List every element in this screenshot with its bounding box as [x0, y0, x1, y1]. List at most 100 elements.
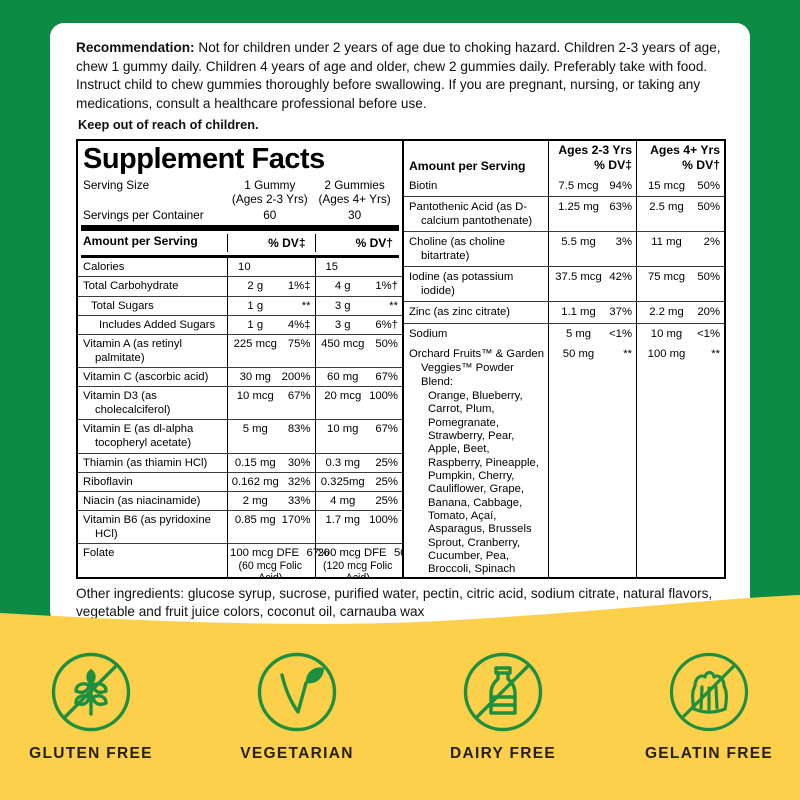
amount-cell: 10 mg	[327, 423, 359, 436]
dv-cell: 4%‡	[287, 318, 311, 331]
nutrient-name: Total Sugars	[91, 299, 154, 312]
dv2-header: % DV†	[355, 236, 393, 251]
dv-cell: 33%	[287, 494, 311, 507]
amount-cell: 10 mcg	[236, 390, 274, 403]
ages-2-3-label: Ages 2-3 Yrs	[558, 143, 632, 158]
dv-cell: 25%	[375, 494, 398, 507]
dv-cell: 32%	[287, 475, 311, 488]
table-row-thiamin: Thiamin (as thiamin HCl) 0.15 mg 30% 0.3 …	[78, 452, 402, 472]
dv-cell: 200%	[281, 371, 311, 384]
dv-cell: 1%‡	[287, 280, 311, 293]
dv-cell: 100%	[369, 390, 398, 403]
amount-cell: 2 g	[247, 280, 264, 293]
nutrient-name: Vitamin E (as dl-alpha tocopheryl acetat…	[83, 423, 194, 450]
amount-cell: 0.162 mg	[231, 475, 279, 488]
badge-label: VEGETARIAN	[240, 745, 354, 762]
ages-4plus-label: Ages 4+ Yrs	[650, 143, 720, 158]
amount-cell: 450 mcg	[321, 337, 365, 350]
badge-gluten-free: GLUTEN FREE	[16, 650, 166, 763]
dv1-header: % DV‡	[268, 236, 306, 251]
table-row-added-sugars: Includes Added Sugars 1 g 4%‡ 3 g 6%†	[78, 314, 402, 334]
table-row-vitamin-a: Vitamin A (as retinyl palmitate) 225 mcg…	[78, 333, 402, 368]
table-row-choline: Choline (as choline bitartrate) 5.5 mg 3%…	[404, 230, 724, 267]
dv2-header: % DV†	[682, 158, 720, 173]
dv-cell: <1%	[609, 327, 632, 340]
dv-cell: 25%	[375, 475, 398, 488]
dv-cell: 75%	[287, 337, 311, 350]
amount-cell: 37.5 mcg	[555, 271, 602, 284]
amount-cell: 100 mcg DFE	[230, 547, 300, 560]
blend-ingredient-list: Orange, Blueberry, Carrot, Plum, Pomegra…	[428, 389, 539, 576]
nutrient-name: Orchard Fruits™ & Garden Veggies™ Powder…	[404, 344, 548, 578]
recommendation-body: Not for children under 2 years of age du…	[76, 40, 721, 111]
badge-vegetarian: VEGETARIAN	[222, 650, 372, 763]
amount-cell: 11 mg	[651, 235, 682, 248]
table-row-biotin: Biotin 7.5 mcg 94% 15 mcg 50%	[404, 175, 724, 196]
nutrient-name: Includes Added Sugars	[99, 318, 216, 331]
amount-subtext: (60 mcg Folic Acid)	[238, 560, 303, 580]
amount-cell: 100 mg	[647, 347, 686, 360]
badge-dairy-free: DAIRY FREE	[428, 650, 578, 763]
amount-per-serving-header: Amount per Serving	[409, 158, 526, 173]
amount-cell: 0.325mg	[320, 475, 365, 488]
badge-label: GLUTEN FREE	[29, 745, 153, 762]
amount-cell: 5 mg	[242, 423, 268, 436]
dv-cell: 42%	[609, 271, 632, 284]
facts-table-right: Amount per Serving Ages 2-3 Yrs % DV‡ Ag…	[404, 139, 726, 580]
blend-title: Orchard Fruits™ & Garden Veggies™ Powder…	[409, 347, 544, 388]
milk-bottle-slash-icon	[463, 652, 543, 732]
amount-subtext: (120 mcg Folic Acid)	[322, 560, 393, 580]
dv-cell: 67%	[375, 371, 398, 384]
amount-cell: 7.5 mcg	[558, 179, 599, 192]
table-row-powder-blend: Orchard Fruits™ & Garden Veggies™ Powder…	[404, 343, 724, 578]
table-row-calories: Calories 10 15	[78, 258, 402, 277]
dv-cell: 50%	[697, 179, 720, 192]
facts-table-left: Supplement Facts Serving Size 1 Gummy (A…	[76, 139, 404, 580]
amount-cell: 225 mcg	[233, 337, 277, 350]
dv-cell: 63%	[609, 200, 632, 213]
servings-count-1: 60	[263, 208, 277, 223]
other-ingredients: Other ingredients: glucose syrup, sucros…	[76, 586, 713, 620]
dv-cell: 100%	[369, 513, 398, 526]
servings-count-2: 30	[348, 208, 362, 223]
amount-cell: 30 mg	[239, 371, 271, 384]
nutrient-name: Vitamin B6 (as pyridoxine HCl)	[83, 513, 211, 541]
serving-col1: 1 Gummy (Ages 2-3 Yrs)	[227, 176, 312, 206]
amount-cell: 75 mcg	[647, 271, 686, 284]
nutrient-name: Iodine (as potassium iodide)	[409, 271, 514, 298]
leaf-check-icon	[257, 652, 337, 732]
amount-cell: 2.2 mg	[649, 306, 684, 319]
nutrient-name: Zinc (as zinc citrate)	[409, 306, 511, 319]
badge-label: GELATIN FREE	[644, 745, 774, 762]
right-header-row: Amount per Serving Ages 2-3 Yrs % DV‡ Ag…	[404, 141, 724, 176]
serving-info: Serving Size 1 Gummy (Ages 2-3 Yrs) 2 Gu…	[78, 176, 402, 225]
ages-2-3-header: Ages 2-3 Yrs % DV‡	[548, 141, 636, 176]
badge-row: GLUTEN FREE VEGETARIAN DAIRY FREE	[0, 650, 800, 763]
nutrient-name: Vitamin C (ascorbic acid)	[83, 371, 209, 384]
amount-per-serving-header: Amount per Serving	[83, 234, 198, 249]
dv-cell: 20%	[697, 306, 720, 319]
nutrient-name: Vitamin A (as retinyl palmitate)	[83, 337, 182, 364]
amount-cell: 20 mcg	[324, 390, 362, 403]
dv-cell: 94%	[609, 179, 632, 192]
serving-col2: 2 Gummies (Ages 4+ Yrs)	[312, 176, 397, 206]
facts-title: Supplement Facts	[83, 143, 325, 176]
table-row-vitamin-d3: Vitamin D3 (as cholecalciferol) 10 mcg 67…	[78, 386, 402, 420]
amount-cell: 1 g	[247, 318, 264, 331]
dv-cell: **	[301, 299, 311, 312]
recommendation-label: Recommendation:	[76, 40, 195, 55]
amount-cell: 0.85 mg	[234, 513, 276, 526]
table-row-pantothenic-acid: Pantothenic Acid (as D-calcium pantothen…	[404, 195, 724, 231]
serving-col1-amount: 1 Gummy	[244, 178, 296, 193]
dv-cell: 170%	[281, 513, 311, 526]
divider-bar	[81, 225, 399, 232]
nutrient-name: Niacin (as niacinamide)	[83, 494, 201, 507]
amount-cell: 1.7 mg	[325, 513, 360, 526]
nutrient-name: Sodium	[409, 327, 448, 340]
dv-cell: 67%	[287, 390, 311, 403]
table-row-total-sugars: Total Sugars 1 g ** 3 g **	[78, 295, 402, 315]
amount-cell: 200 mcg DFE	[317, 547, 387, 560]
dv-cell: **	[711, 347, 720, 360]
table-row-sodium: Sodium 5 mg <1% 10 mg <1%	[404, 322, 724, 344]
